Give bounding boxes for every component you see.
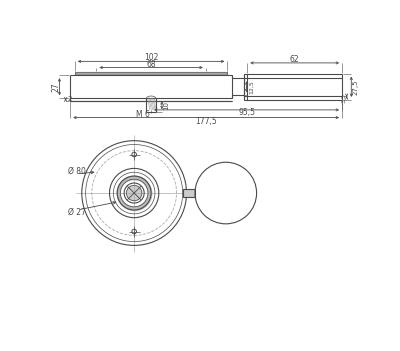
Text: 10: 10 (163, 101, 169, 110)
Text: 12,5: 12,5 (250, 80, 254, 94)
Text: 27: 27 (51, 82, 60, 92)
Text: 95,5: 95,5 (238, 108, 255, 118)
Text: 62: 62 (290, 54, 300, 64)
Text: 27,5: 27,5 (353, 79, 359, 94)
Text: M 6: M 6 (136, 110, 150, 119)
Text: 102: 102 (144, 53, 158, 62)
Text: 177,5: 177,5 (195, 117, 217, 126)
Circle shape (126, 185, 142, 201)
Text: Ø 27: Ø 27 (68, 208, 86, 217)
Text: 3,5: 3,5 (341, 93, 346, 103)
Text: 2: 2 (67, 97, 72, 102)
Bar (183, 189, 195, 197)
Text: 68: 68 (146, 60, 156, 69)
Text: Ø 80: Ø 80 (68, 167, 86, 176)
